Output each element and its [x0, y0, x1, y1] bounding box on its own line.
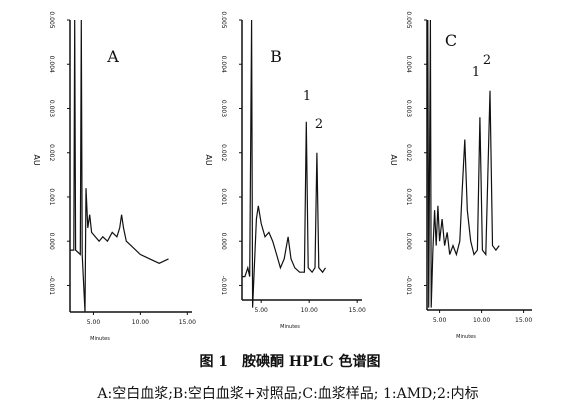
- y-tick-label: 0.005: [220, 11, 227, 28]
- y-tick-label: 0.004: [220, 56, 227, 73]
- peak-label: 1: [472, 65, 480, 80]
- figure-note: A:空白血浆;B:空白血浆+对照品;C:血浆样品; 1:AMD;2:内标: [96, 386, 478, 402]
- x-tick-label: 10.00: [473, 317, 490, 324]
- y-axis-label: AU: [389, 154, 398, 165]
- y-tick-label: 0.002: [48, 144, 55, 161]
- y-tick-label: 0.003: [48, 100, 55, 117]
- y-tick-label: 0.003: [220, 100, 227, 117]
- y-tick-label: -0.001: [48, 276, 55, 296]
- y-tick-label: 0.005: [405, 11, 412, 28]
- y-tick-label: 0.000: [48, 233, 55, 250]
- y-tick-label: 0.000: [220, 233, 227, 250]
- figure-caption: 图 1 胺碘酮 HPLC 色谱图: [199, 353, 380, 370]
- y-tick-label: 0.004: [48, 56, 55, 73]
- x-tick-label: 15.00: [515, 317, 532, 324]
- y-tick-label: 0.001: [405, 188, 412, 205]
- x-tick-label: 10.00: [301, 307, 318, 314]
- y-tick-label: 0.001: [220, 188, 227, 205]
- y-tick-label: -0.001: [220, 276, 227, 296]
- y-tick-label: 0.001: [48, 188, 55, 205]
- panel-label: A: [106, 47, 119, 66]
- y-tick-label: 0.005: [48, 11, 55, 28]
- x-tick-label: 5.00: [255, 307, 269, 314]
- peak-label: 1: [303, 89, 311, 104]
- x-tick-label: 5.00: [87, 319, 101, 326]
- y-tick-label: 0.003: [405, 100, 412, 117]
- y-tick-label: 0.004: [405, 56, 412, 73]
- y-tick-label: -0.001: [405, 276, 412, 296]
- x-axis-label: Minutes: [456, 334, 476, 340]
- x-tick-label: 15.00: [179, 319, 196, 326]
- y-tick-label: 0.000: [405, 233, 412, 250]
- panel-label: C: [445, 31, 457, 50]
- trace: [70, 19, 169, 313]
- y-tick-label: 0.002: [220, 144, 227, 161]
- x-axis-label: Minutes: [280, 324, 300, 330]
- trace: [427, 19, 500, 308]
- trace: [242, 19, 327, 308]
- x-tick-label: 15.00: [349, 307, 366, 314]
- y-tick-label: 0.002: [405, 144, 412, 161]
- x-tick-label: 10.00: [132, 319, 149, 326]
- y-axis-label: AU: [204, 154, 213, 165]
- peak-label: 2: [483, 53, 491, 68]
- x-tick-label: 5.00: [433, 317, 447, 324]
- panel-label: B: [270, 47, 282, 66]
- peak-label: 2: [315, 117, 323, 132]
- y-axis-label: AU: [32, 154, 41, 165]
- x-axis-label: Minutes: [90, 336, 110, 342]
